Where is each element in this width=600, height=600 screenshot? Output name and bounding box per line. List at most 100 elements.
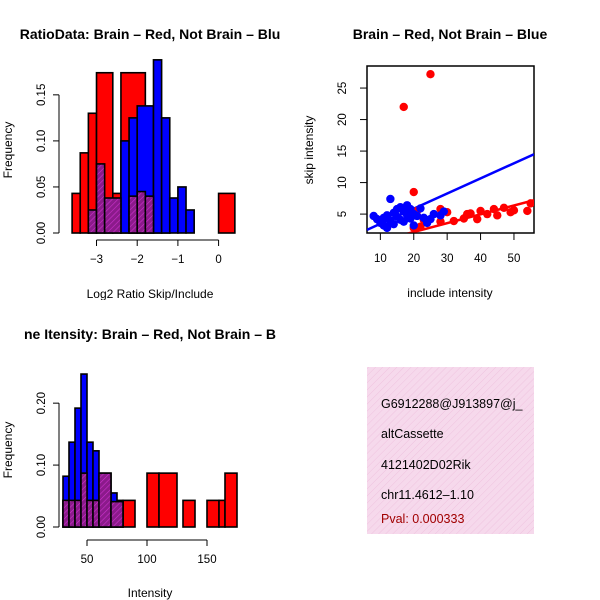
x-tick-label: −2 [131,254,144,266]
point-brain [499,203,509,212]
bar-not-brain [185,209,195,234]
bar-brain [146,472,160,528]
point-brain [523,206,532,216]
bar-not-brain [177,186,187,234]
y-axis-label: Frequency [1,122,15,179]
point-brain [409,187,418,197]
y-tick-label: 25 [337,82,349,95]
bar-overlap [62,499,70,528]
x-axis-label: Log2 Ratio Skip/Include [87,287,214,301]
point-not-brain [389,219,398,229]
x-tick-label: 150 [197,554,216,566]
bar-overlap [103,197,122,234]
point-not-brain [399,217,408,226]
info-gene: 4121402D02Rik [381,458,471,472]
bar-overlap [136,190,147,234]
bar-brain [218,499,226,528]
x-tick-label: 20 [407,253,420,265]
bar-brain [158,472,178,528]
info-type: altCassette [381,427,444,441]
x-tick-label: 10 [374,253,387,265]
intensity-histogram: ne Itensity: Brain – Red, Not Brain – B … [1,326,276,600]
x-tick-label: 40 [474,253,487,265]
bar-not-brain [160,117,171,234]
point-brain [493,211,502,220]
axes: 50 100 150 0.00 0.10 0.20 [36,392,217,566]
bar-overlap [128,195,139,234]
chart-title: ne Itensity: Brain – Red, Not Brain – B [24,326,276,342]
info-location: chr11.4612–1.10 [381,488,474,502]
y-tick-label: 0.10 [36,130,48,152]
axes: 10 20 30 40 50 5 10 15 20 25 [337,82,520,265]
point-brain [526,199,534,208]
y-axis-label: skip intensity [302,116,316,185]
bar-overlap [92,499,100,528]
bar-not-brain [120,140,130,234]
bar-overlap [144,195,155,234]
y-tick-label: 0.00 [36,516,48,538]
point-not-brain [386,194,395,204]
point-not-brain [412,211,422,221]
bar-overlap [87,209,98,234]
bar-overlap [95,163,106,234]
x-tick-label: 100 [137,554,156,566]
y-axis-label: Frequency [1,422,15,479]
bars [71,59,236,234]
x-axis-label: include intensity [407,286,492,300]
point-brain [416,222,425,231]
chart-title: Brain – Red, Not Brain – Blue [353,26,548,42]
bar-overlap [80,472,88,528]
bar-overlap [110,500,124,528]
bar-not-brain [168,197,179,234]
x-axis-label: Intensity [128,586,173,600]
bar-overlap [74,499,82,528]
bar-brain [224,472,238,528]
point-brain [466,209,475,218]
point-brain [436,217,445,226]
point-brain [483,209,492,219]
point-not-brain [429,209,438,219]
info-id: G6912288@J913897@j_ [381,397,524,411]
point-brain [476,206,485,216]
axes: −3 −2 −1 0 0.00 0.05 0.10 0.15 [36,84,222,266]
y-tick-label: 0.00 [36,222,48,244]
scatter-plot: Brain – Red, Not Brain – Blue 10 20 30 40 50… [302,26,547,300]
info-pval: Pval: 0.000333 [381,512,464,526]
y-tick-label: 0.05 [36,176,48,198]
x-tick-label: −1 [171,254,184,266]
x-tick-label: 50 [81,554,94,566]
bar-not-brain [152,59,163,234]
x-tick-label: 0 [215,254,221,266]
point-not-brain [409,221,418,230]
point-not-brain [439,207,449,216]
point-not-brain [382,223,392,233]
bar-brain [79,152,90,234]
point-brain [449,216,459,226]
info-panel: G6912288@J913897@j_ altCassette 4121402D… [367,367,534,534]
bars [62,373,238,528]
y-tick-label: 20 [337,113,349,126]
y-tick-label: 5 [337,211,349,217]
points [369,69,534,233]
bar-brain [182,499,196,528]
x-tick-label: 50 [508,253,521,265]
y-tick-label: 0.15 [36,84,48,106]
point-brain [399,102,408,112]
y-tick-label: 15 [337,145,349,158]
bar-overlap [86,499,94,528]
x-tick-label: 30 [441,253,454,265]
info-background [367,367,534,534]
bar-overlap [98,472,112,528]
y-tick-label: 10 [337,176,349,189]
bar-overlap [68,499,76,528]
bar-brain [122,499,136,528]
x-tick-label: −3 [90,254,103,266]
bar-brain [71,192,82,234]
point-brain [426,69,435,79]
point-brain [509,206,519,215]
y-tick-label: 0.20 [36,392,48,414]
chart-title: RatioData: Brain – Red, Not Brain – Blu [20,26,281,42]
bar-brain [206,499,220,528]
point-brain [473,214,482,224]
